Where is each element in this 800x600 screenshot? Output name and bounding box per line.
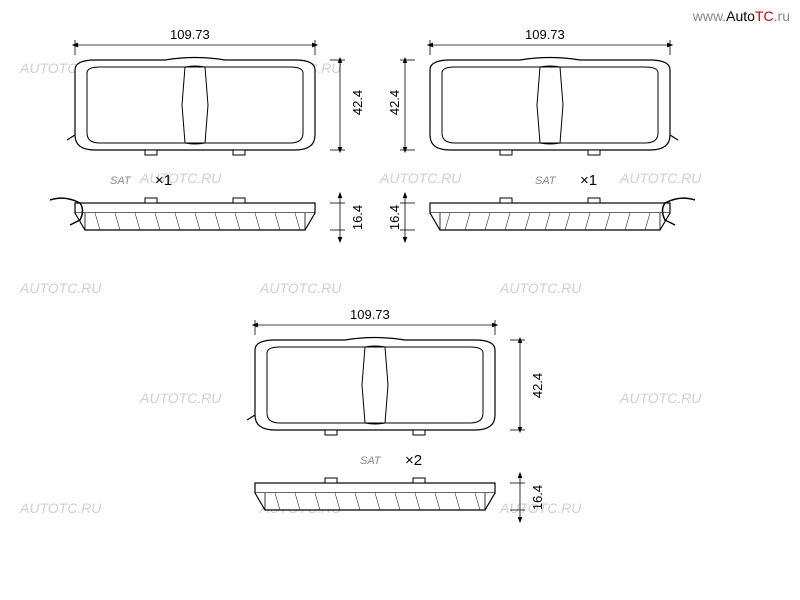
dim-thick-r: 16.4 [387, 205, 402, 230]
dim-thick-l: 16.4 [350, 205, 365, 230]
brand-logo: SAT [535, 175, 556, 187]
qty-tr: ×1 [580, 172, 597, 189]
dim-width-tr: 109.73 [525, 27, 565, 42]
dim-width-tl: 109.73 [170, 27, 210, 42]
url-suffix: .ru [774, 8, 790, 24]
brand-logo: SAT [110, 175, 131, 187]
dim-thick-b: 16.4 [530, 485, 545, 510]
url-prefix: www. [693, 8, 726, 24]
url-mid: Auto [726, 8, 755, 24]
dim-height-r: 42.4 [387, 90, 402, 115]
url-accent: TC [755, 8, 774, 24]
dim-width-b: 109.73 [350, 307, 390, 322]
dim-height-b: 42.4 [530, 373, 545, 398]
qty-b: ×2 [405, 452, 422, 469]
source-url: www.AutoTC.ru [693, 8, 790, 24]
qty-tl: ×1 [155, 172, 172, 189]
dim-height-l: 42.4 [350, 90, 365, 115]
brand-logo: SAT [360, 455, 381, 467]
